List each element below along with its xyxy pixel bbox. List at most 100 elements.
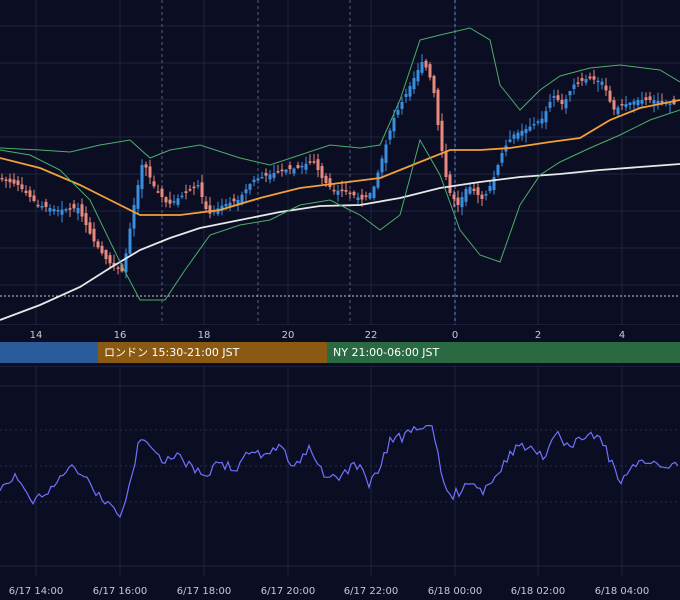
oscillator-time-tick: 6/18 04:00 (595, 586, 649, 597)
candle (372, 186, 376, 198)
candle (272, 173, 276, 178)
candle (436, 89, 440, 125)
candle (252, 179, 256, 183)
candle (16, 180, 20, 185)
candle (600, 81, 604, 85)
candle (408, 86, 412, 97)
candle (540, 118, 544, 124)
candle (572, 84, 576, 89)
candle (452, 194, 456, 199)
oscillator-chart[interactable] (0, 366, 680, 576)
candle (616, 107, 620, 115)
candle (192, 186, 196, 189)
session-london: ロンドン 15:30-21:00 JST (98, 342, 327, 363)
candle (32, 195, 36, 201)
candle (620, 103, 624, 106)
candle (492, 177, 496, 191)
candle (0, 177, 4, 180)
candle (140, 165, 144, 190)
candle (604, 85, 608, 91)
candle (24, 190, 28, 193)
candle (564, 99, 568, 109)
candle (200, 182, 204, 197)
candle (12, 179, 16, 184)
candle (528, 126, 532, 131)
candle (468, 187, 472, 194)
candle (440, 120, 444, 151)
candle (496, 165, 500, 175)
candle (536, 121, 540, 123)
price-time-tick: 0 (452, 330, 458, 341)
candle (640, 100, 644, 104)
candle (596, 80, 600, 83)
candle (100, 245, 104, 254)
candle (328, 178, 332, 187)
candle (188, 189, 192, 191)
oscillator-time-axis: 6/17 14:00 6/17 16:00 6/17 18:00 6/17 20:00… (0, 576, 680, 600)
candle (60, 209, 64, 215)
candle (612, 100, 616, 110)
candle (412, 78, 416, 90)
candle (72, 203, 76, 209)
candle (180, 195, 184, 198)
candle (608, 90, 612, 102)
moving-average-line (0, 163, 680, 321)
oscillator-time-tick: 6/18 02:00 (511, 586, 565, 597)
candle (588, 76, 592, 79)
candle (668, 103, 672, 105)
candle (116, 267, 120, 269)
candle (552, 96, 556, 98)
candle (592, 76, 596, 80)
candle (344, 190, 348, 192)
candle (420, 62, 424, 73)
candle (392, 118, 396, 132)
candle (52, 209, 56, 212)
candle (196, 185, 200, 187)
candle (428, 64, 432, 78)
candle (500, 153, 504, 163)
candle (40, 206, 44, 208)
price-chart[interactable] (0, 0, 680, 342)
candle (340, 189, 344, 192)
candle (80, 204, 84, 217)
candle (444, 151, 448, 177)
candle (48, 208, 52, 212)
candle (432, 75, 436, 93)
candle (260, 177, 264, 179)
price-time-tick: 14 (30, 330, 43, 341)
candle (208, 205, 212, 214)
candle (184, 191, 188, 193)
oscillator-line (0, 424, 679, 519)
candle (56, 210, 60, 212)
candle (416, 70, 420, 82)
candle (484, 194, 488, 196)
candle (276, 171, 280, 173)
candle (636, 100, 640, 106)
candle (396, 110, 400, 115)
candle (332, 189, 336, 192)
candle (512, 134, 516, 139)
candle (96, 241, 100, 248)
session-newyork: NY 21:00-06:00 JST (327, 342, 680, 363)
candle (632, 101, 636, 105)
candle (400, 102, 404, 109)
candle (648, 96, 652, 100)
candle (300, 165, 304, 168)
candle (20, 184, 24, 189)
candle (236, 200, 240, 206)
candle (376, 172, 380, 188)
candle (280, 169, 284, 172)
candle (144, 164, 148, 168)
session-newyork-label: NY 21:00-06:00 JST (333, 346, 440, 359)
oscillator-time-tick: 6/17 14:00 (9, 586, 63, 597)
candle (488, 186, 492, 192)
candle (244, 189, 248, 194)
candle (156, 191, 160, 193)
candle (516, 132, 520, 139)
candle (28, 190, 32, 197)
candle (464, 189, 468, 202)
candle (548, 101, 552, 108)
price-time-tick: 16 (114, 330, 127, 341)
candle (228, 202, 232, 207)
candle (568, 91, 572, 96)
